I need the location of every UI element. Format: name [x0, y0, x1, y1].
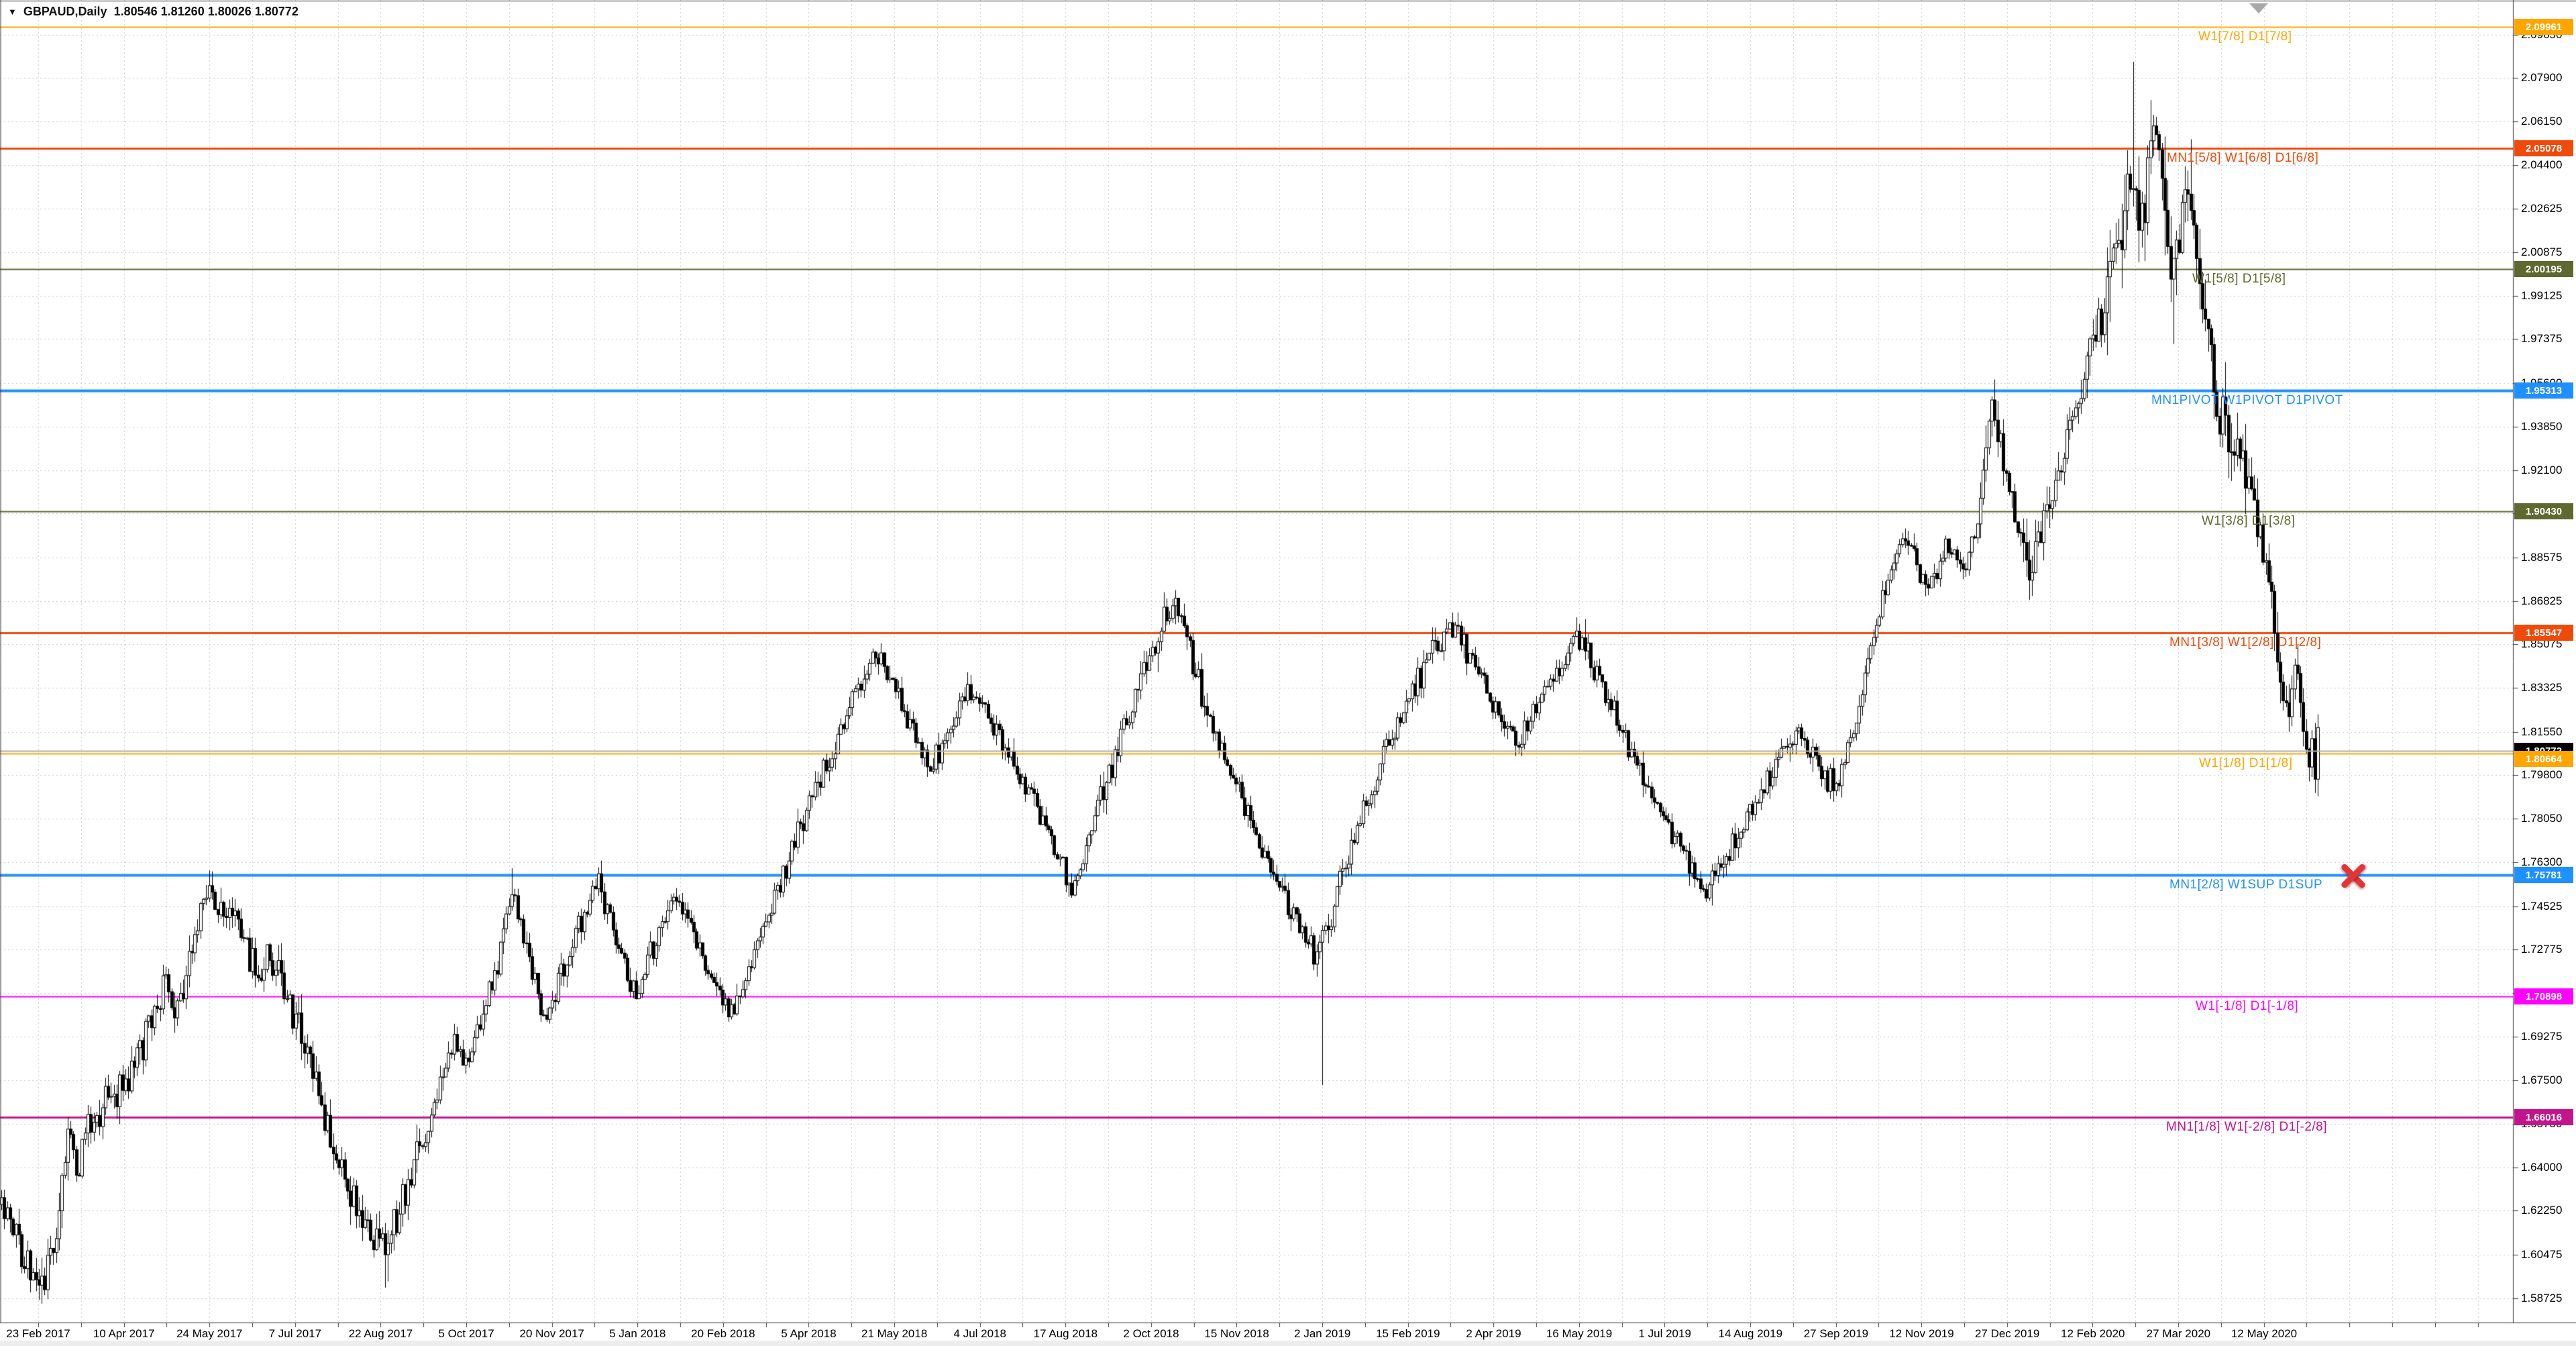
- level-label-mn1-5-8: MN1[5/8] W1[6/8] D1[6/8]: [2167, 150, 2319, 165]
- level-label-support: MN1[2/8] W1SUP D1SUP: [2169, 878, 2323, 892]
- price-tick-label: 1.72775: [2521, 943, 2563, 956]
- price-tick-label: 1.69275: [2521, 1029, 2563, 1043]
- level-label-mn1-1-8: MN1[1/8] W1[-2/8] D1[-2/8]: [2166, 1120, 2328, 1135]
- date-tick-label: 10 Apr 2017: [93, 1327, 155, 1340]
- price-tick-label: 2.04400: [2521, 158, 2563, 171]
- date-tick-label: 14 Aug 2019: [1718, 1327, 1783, 1340]
- level-label-w1-7-8: W1[7/8] D1[7/8]: [2198, 30, 2292, 44]
- date-tick-label: 17 Aug 2018: [1033, 1327, 1098, 1340]
- level-badge: 1.75781: [2514, 867, 2573, 883]
- date-tick-label: 12 Feb 2020: [2061, 1327, 2125, 1340]
- chart-shift-marker-icon[interactable]: [2249, 3, 2268, 13]
- price-tick-label: 1.79800: [2521, 768, 2563, 782]
- date-tick-label: 15 Feb 2019: [1376, 1327, 1440, 1340]
- level-label-w1-3-8: W1[3/8] D1[3/8]: [2202, 514, 2296, 529]
- price-tick-label: 1.83325: [2521, 681, 2563, 694]
- level-badge: 1.70898: [2514, 988, 2573, 1004]
- price-tick-label: 2.00875: [2521, 246, 2563, 259]
- level-badge: 1.66016: [2514, 1109, 2573, 1125]
- price-tick-label: 1.88575: [2521, 550, 2563, 564]
- price-tick-label: 1.78050: [2521, 812, 2563, 825]
- level-badge: 1.90430: [2514, 503, 2573, 519]
- chevron-down-icon[interactable]: ▼: [8, 7, 17, 17]
- level-badge: 1.95313: [2514, 382, 2573, 399]
- date-tick-label: 2 Jan 2019: [1294, 1327, 1351, 1340]
- level-badge: 2.00195: [2514, 261, 2573, 277]
- deleted-object-x-icon[interactable]: [2336, 858, 2371, 893]
- date-tick-label: 20 Feb 2018: [691, 1327, 755, 1340]
- date-tick-label: 7 Jul 2017: [268, 1327, 322, 1340]
- date-tick-label: 4 Jul 2018: [953, 1327, 1006, 1340]
- price-tick-label: 1.93850: [2521, 419, 2563, 433]
- chart-title-bar[interactable]: ▼ GBPAUD,Daily 1.80546 1.81260 1.80026 1…: [8, 5, 299, 19]
- price-tick-label: 1.97375: [2521, 332, 2563, 346]
- level-label-w1-1-8: W1[1/8] D1[1/8]: [2199, 756, 2293, 771]
- price-tick-label: 2.02625: [2521, 202, 2563, 215]
- date-tick-label: 12 May 2020: [2231, 1327, 2298, 1340]
- price-tick-label: 1.81550: [2521, 725, 2563, 738]
- time-axis[interactable]: [0, 1323, 2576, 1346]
- date-tick-label: 23 Feb 2017: [6, 1327, 70, 1340]
- date-tick-label: 2 Apr 2019: [1466, 1327, 1521, 1340]
- price-tick-label: 1.76300: [2521, 855, 2563, 868]
- date-tick-label: 22 Aug 2017: [348, 1327, 413, 1340]
- level-badge: 2.05078: [2514, 140, 2573, 156]
- symbol-ohlc-title: GBPAUD,Daily 1.80546 1.81260 1.80026 1.8…: [23, 5, 299, 18]
- level-badge: 1.80664: [2514, 751, 2573, 767]
- date-tick-label: 5 Apr 2018: [781, 1327, 837, 1340]
- price-tick-label: 1.99125: [2521, 289, 2563, 302]
- date-tick-label: 16 May 2019: [1546, 1327, 1613, 1340]
- date-tick-label: 5 Jan 2018: [609, 1327, 666, 1340]
- date-tick-label: 5 Oct 2017: [438, 1327, 494, 1340]
- date-tick-label: 27 Sep 2019: [1803, 1327, 1869, 1340]
- date-tick-label: 2 Oct 2018: [1123, 1327, 1179, 1340]
- price-tick-label: 2.07900: [2521, 71, 2563, 85]
- level-badge: 1.85547: [2514, 625, 2573, 641]
- price-tick-label: 1.85075: [2521, 637, 2563, 651]
- price-tick-label: 1.86825: [2521, 594, 2563, 607]
- date-tick-label: 24 May 2017: [176, 1327, 243, 1340]
- price-tick-label: 1.67500: [2521, 1074, 2563, 1087]
- date-tick-label: 1 Jul 2019: [1638, 1327, 1691, 1340]
- price-tick-label: 1.58725: [2521, 1291, 2563, 1304]
- price-tick-label: 1.74525: [2521, 899, 2563, 913]
- price-tick-label: 1.60475: [2521, 1248, 2563, 1261]
- date-tick-label: 20 Nov 2017: [519, 1327, 584, 1340]
- level-badge: 2.09961: [2514, 19, 2573, 35]
- level-label-w1-5-8: W1[5/8] D1[5/8]: [2192, 272, 2286, 287]
- date-tick-label: 12 Nov 2019: [1889, 1327, 1954, 1340]
- date-tick-label: 27 Mar 2020: [2146, 1327, 2211, 1340]
- price-tick-label: 1.62250: [2521, 1204, 2563, 1217]
- date-tick-label: 27 Dec 2019: [1974, 1327, 2040, 1340]
- price-tick-label: 1.92100: [2521, 463, 2563, 476]
- price-tick-label: 1.64000: [2521, 1160, 2563, 1174]
- date-tick-label: 15 Nov 2018: [1204, 1327, 1269, 1340]
- price-tick-label: 2.06150: [2521, 114, 2563, 127]
- level-label-pivot: MN1PIVOT W1PIVOT D1PIVOT: [2151, 393, 2343, 407]
- level-label-mn1-3-8: MN1[3/8] W1[2/8] D1[2/8]: [2169, 635, 2322, 650]
- date-tick-label: 21 May 2018: [861, 1327, 928, 1340]
- level-label-w1-m1-8: W1[-1/8] D1[-1/8]: [2196, 998, 2299, 1013]
